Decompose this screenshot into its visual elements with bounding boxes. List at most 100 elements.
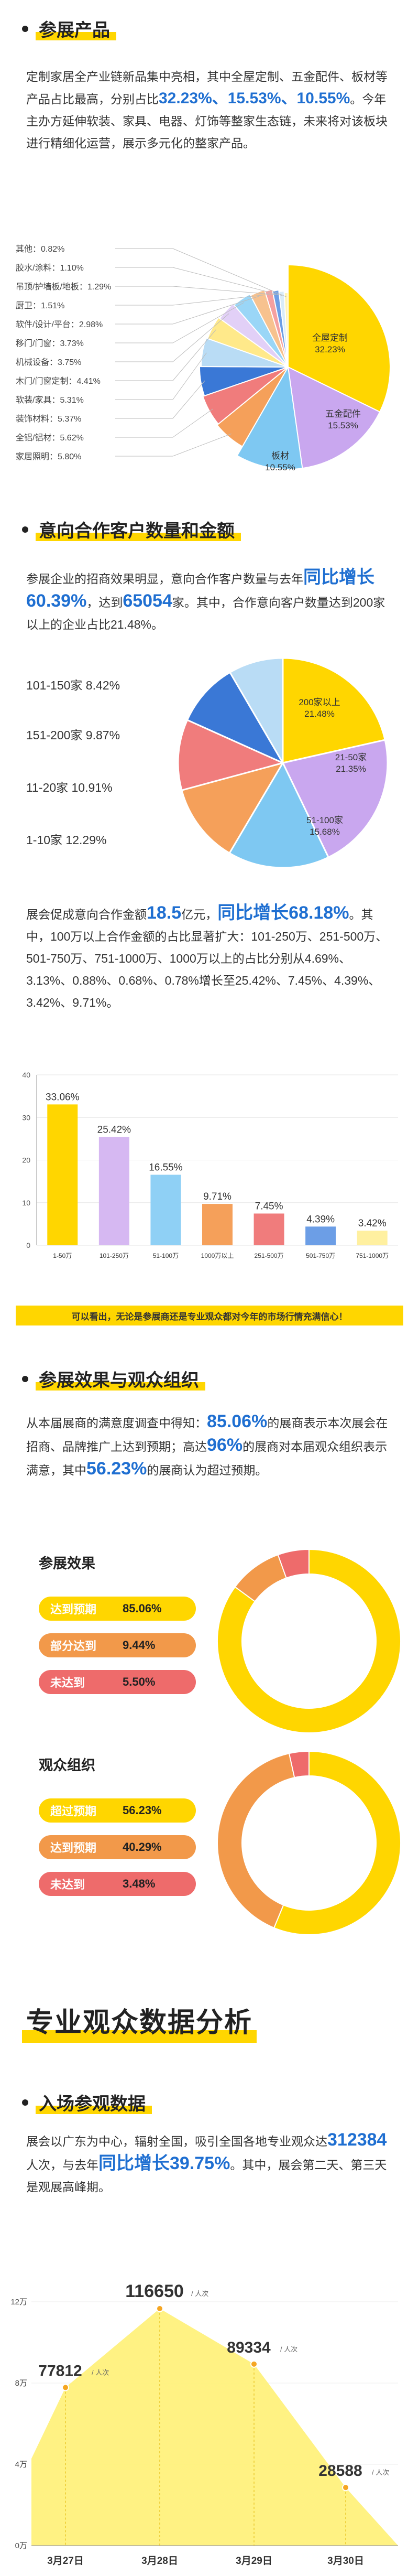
area-unit-label: / 人次 (280, 2345, 297, 2353)
visitors-paragraph: 展会以广东为中心，辐射全国，吸引全国各地专业观众达312384人次，与去年同比增… (26, 2130, 387, 2194)
pie-leader-line (115, 329, 216, 381)
area-value-label: 89334 (227, 2339, 271, 2356)
pie-legend-label: 其他：0.82% (16, 244, 64, 254)
org-pill-value: 56.23% (123, 1804, 162, 1817)
pie-leader-line (115, 296, 259, 325)
clients-paragraph: 参展企业的招商效果明显，意向合作客户数量与去年同比增长60.39%，达到6505… (26, 567, 385, 631)
pie-slice-4 (177, 719, 285, 792)
effect-pill-label: 未达到 (50, 1676, 85, 1689)
org-pill-label: 超过预期 (50, 1805, 97, 1818)
pie-legend-label: 装饰材料：5.37% (16, 414, 81, 424)
bullet-dot (22, 25, 28, 32)
clients-pie-chart: 101-150家 8.42% 151-200家 9.87% 11-20家 10.91… (26, 657, 389, 869)
bullet-dot (22, 1375, 28, 1382)
pie-leader-line (115, 294, 270, 306)
area-ytick-label: 8万 (15, 2379, 27, 2388)
bar-ytick-label: 10 (22, 1199, 30, 1207)
effect-donut (217, 1548, 401, 1733)
effect-pill-value: 85.06% (123, 1602, 162, 1615)
pie-slice-0 (282, 657, 386, 764)
pie-leader-line (115, 352, 207, 400)
effect-pill-value: 5.50% (123, 1675, 156, 1688)
org-pill-value: 40.29% (123, 1840, 162, 1853)
bullet-dot (22, 526, 28, 533)
pie-inner-label: 51-100家 (306, 815, 343, 825)
bar-value-label: 7.45% (255, 1201, 283, 1212)
bar-3 (202, 1204, 233, 1245)
pie-outer-label: 11-20家 10.91% (26, 781, 113, 794)
org-donut-segment-0 (273, 1750, 401, 1935)
org-pill-label: 达到预期 (50, 1841, 97, 1855)
pie-inner-label: 全屋定制 (312, 333, 348, 343)
pie-inner-value: 21.48% (304, 709, 335, 719)
area-category-label: 3月27日 (47, 2556, 84, 2567)
visitors-area-chart: 0万 4万 8万 12万 77812 / 人次 3月27日 116650 / 人次 3月28日 8… (10, 2281, 398, 2567)
confidence-callout: 可以看出，无论是参展商还是专业观众都对今年的市场行情充满信心！ (16, 1306, 403, 1325)
effect-pill-label: 达到预期 (50, 1603, 97, 1616)
bar-value-label: 3.42% (358, 1218, 387, 1229)
pie-slice-5 (199, 365, 289, 397)
area-value-label: 116650 (125, 2281, 184, 2301)
org-donut (217, 1750, 401, 1935)
bar-category-label: 51-100万 (153, 1252, 179, 1259)
pie-legend-label: 家居照明：5.80% (16, 452, 81, 461)
area-point-2 (250, 2360, 258, 2368)
bar-ytick-label: 30 (22, 1113, 30, 1122)
bar-ytick-label: 20 (22, 1156, 30, 1165)
bar-2 (150, 1174, 181, 1245)
pie-outer-label: 1-10家 12.29% (26, 833, 106, 847)
pie-slice-3 (216, 367, 289, 448)
pie-leader-line (115, 408, 213, 438)
effect-donut-segment-0 (217, 1548, 401, 1733)
area-unit-label: / 人次 (191, 2290, 208, 2298)
pie-slice-2 (228, 761, 330, 869)
section-title-products: 参展产品 (22, 16, 116, 41)
audience-analysis-header: 专业观众数据分析 (22, 2000, 257, 2043)
pie-legend-label: 胶水/涂料：1.10% (16, 263, 84, 273)
amount-bar-chart: 0 10 20 30 40 33.06% 1-50万 25.42% 101-250万 16.55… (22, 1071, 398, 1259)
pie-outer-label: 151-200家 9.87% (26, 728, 120, 742)
area-ytick-label: 4万 (15, 2460, 27, 2469)
org-pill-2: 未达到 3.48% (39, 1872, 196, 1896)
org-pill-0: 超过预期 56.23% (39, 1798, 196, 1823)
pie-slice-1 (287, 366, 381, 469)
bar-category-label: 1-50万 (53, 1252, 72, 1259)
pie-inner-label: 200家以上 (299, 697, 340, 707)
pie-legend-label: 移门/门窗：3.73% (16, 339, 84, 348)
org-pill-label: 未达到 (50, 1878, 85, 1891)
pie-leader-line (115, 380, 205, 419)
org-pill-value: 3.48% (123, 1877, 156, 1890)
pie-slice-10 (250, 289, 289, 368)
area-fill (31, 2308, 398, 2546)
pie-inner-value: 10.55% (265, 462, 295, 472)
area-unit-label: / 人次 (372, 2469, 389, 2476)
pie-slice-5 (186, 671, 285, 765)
section-title-effect: 参展效果与观众组织 (22, 1366, 205, 1392)
pie-legend-label: 软装/家具：5.31% (16, 395, 84, 405)
section-title-clients: 意向合作客户数量和金额 (22, 516, 241, 542)
pie-slice-6 (229, 657, 284, 766)
effect-pill-label: 部分达到 (50, 1640, 97, 1653)
org-donut-segment-2 (288, 1750, 310, 1779)
amount-paragraph: 展会促成意向合作金额18.5亿元，同比增长68.18%。其中，100万以上合作金… (26, 903, 388, 1009)
pie-leader-line (115, 313, 229, 362)
pie-legend-label: 吊顶/护墙板/地板：1.29% (16, 282, 111, 292)
products-pie-chart: 其他：0.82% 胶水/涂料：1.10% 吊顶/护墙板/地板：1.29% 厨卫：1.5… (16, 244, 391, 472)
bar-6 (357, 1231, 388, 1245)
bar-0 (47, 1104, 78, 1245)
area-point-1 (156, 2304, 163, 2312)
pie-slice-2 (236, 365, 303, 470)
effect-pill-value: 9.44% (123, 1639, 156, 1652)
org-donut-segment-1 (217, 1752, 295, 1929)
pie-slice-9 (233, 293, 289, 368)
pie-inner-value: 15.53% (328, 421, 358, 430)
pie-legend-label: 全铝/铝材：5.62% (16, 433, 84, 443)
bar-category-label: 251-500万 (255, 1252, 284, 1259)
bar-value-label: 4.39% (306, 1214, 335, 1225)
area-ytick-label: 12万 (10, 2298, 27, 2306)
bar-category-label: 751-1000万 (356, 1252, 389, 1259)
bullet-dot (22, 2099, 28, 2106)
bar-value-label: 25.42% (97, 1124, 131, 1135)
pie-slice-1 (281, 739, 389, 859)
area-category-label: 3月28日 (141, 2556, 178, 2567)
